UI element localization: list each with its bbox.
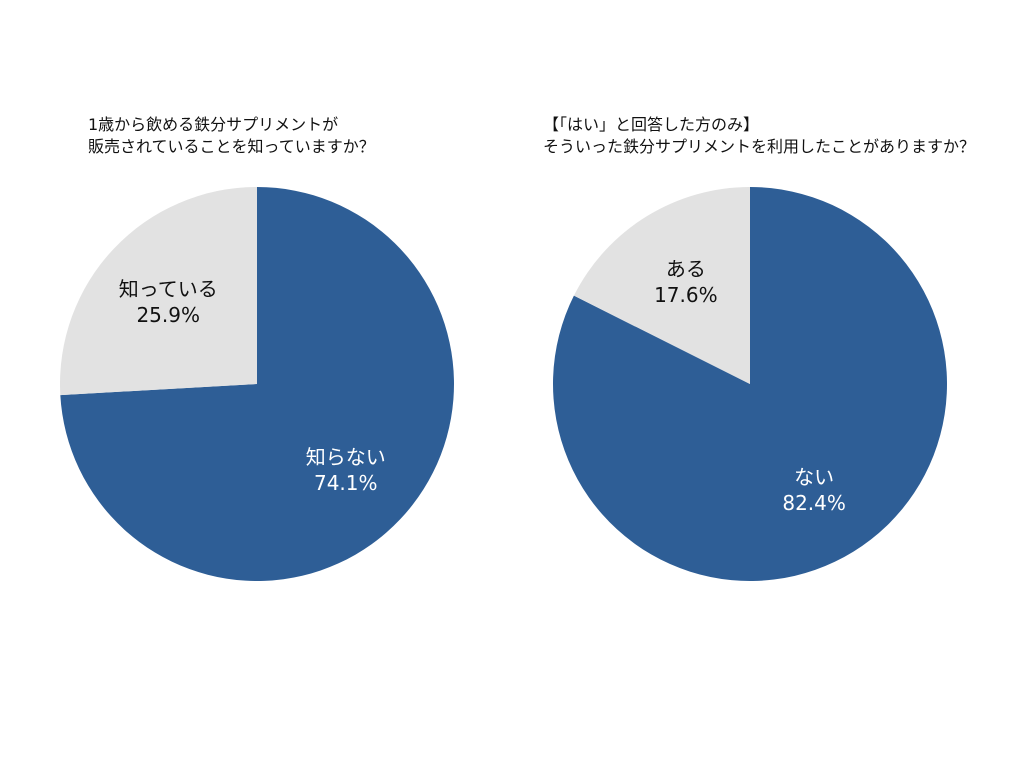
chart-1-title: 1歳から飲める鉄分サプリメントが 販売されていることを知っていますか？ (88, 114, 375, 158)
pie-2-slice-1 (553, 187, 948, 581)
pie-1-slice-1-label: 知らない (306, 445, 386, 469)
pie-1-slice-1 (60, 187, 455, 581)
pie-2-slice-2-label: ある (666, 257, 706, 281)
chart-2-title-line-1: 【「はい」と回答した方のみ】 (543, 115, 760, 134)
chart-2-title: 【「はい」と回答した方のみ】 そういった鉄分サプリメントを利用したことがあります… (543, 114, 975, 158)
pie-1-slice-1-value: 74.1% (314, 471, 378, 495)
chart-1-title-line-2: 販売されていることを知っていますか？ (88, 137, 375, 156)
chart-2-title-line-2: そういった鉄分サプリメントを利用したことがありますか？ (543, 137, 976, 156)
pie-2-slice-2-value: 17.6% (654, 283, 718, 307)
pie-2-slice-1-value: 82.4% (782, 491, 846, 515)
pie-2-slice-1-label: ない (794, 465, 834, 489)
pie-1-slice-2-label: 知っている (119, 277, 218, 301)
pie-2-slice-2 (573, 187, 750, 384)
chart-1-title-line-1: 1歳から飲める鉄分サプリメントが (88, 115, 339, 134)
pie-1-slice-2-value: 25.9% (136, 303, 200, 327)
pie-1-slice-2 (59, 187, 257, 396)
